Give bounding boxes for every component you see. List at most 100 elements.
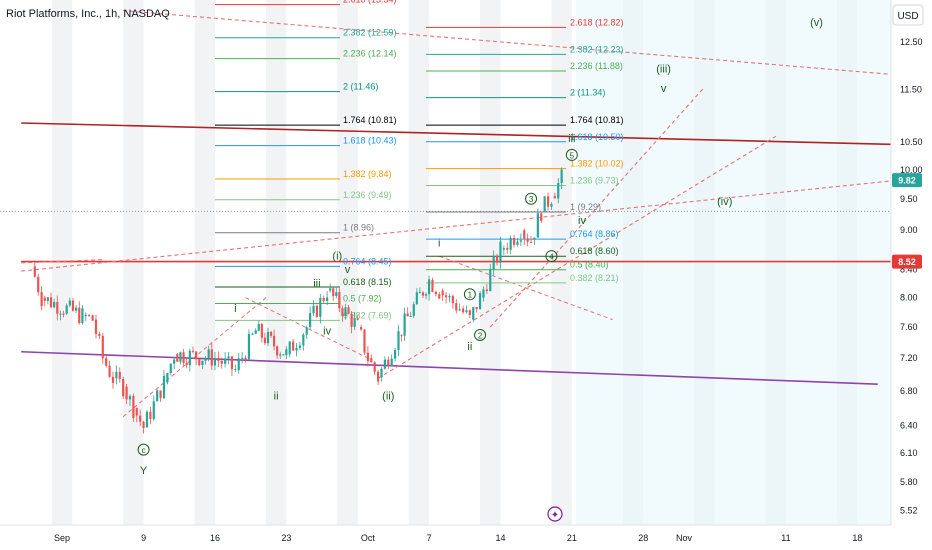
time-axis[interactable]: Sep 9 16 23 Oct 7 14 21 28 Nov 11 18 bbox=[0, 524, 932, 550]
y-tick-label: 8.40 bbox=[900, 265, 918, 275]
candle-body bbox=[434, 291, 437, 295]
candle-body bbox=[461, 308, 465, 313]
candle-body bbox=[98, 333, 101, 336]
candle-body bbox=[468, 310, 471, 316]
y-tick-label: 9.50 bbox=[900, 194, 918, 204]
wave-label[interactable]: iii bbox=[568, 133, 575, 145]
fib-level-label: 0.382 (8.21) bbox=[570, 273, 619, 283]
candle-body bbox=[302, 334, 305, 346]
candle-body bbox=[329, 288, 332, 291]
candle-body bbox=[319, 298, 322, 317]
candle-body bbox=[101, 335, 104, 359]
wave-label[interactable]: iv bbox=[578, 215, 586, 227]
candle-body bbox=[191, 350, 195, 352]
trendline-2[interactable] bbox=[21, 350, 878, 385]
candle-body bbox=[43, 297, 46, 301]
level-price-badge[interactable] bbox=[892, 254, 922, 269]
wave-label[interactable]: 3 bbox=[529, 195, 534, 204]
wave-label[interactable]: i bbox=[438, 237, 440, 249]
candle-body bbox=[88, 315, 91, 317]
candle-body bbox=[370, 358, 373, 363]
candle-body bbox=[149, 411, 152, 420]
candle-body bbox=[179, 352, 182, 362]
candle-body bbox=[412, 304, 415, 317]
trendlines bbox=[0, 10, 899, 418]
y-tick-label: 5.52 bbox=[900, 505, 918, 515]
y-tick-label: 12.50 bbox=[900, 37, 923, 47]
level-price-badge-text: 8.52 bbox=[898, 257, 916, 267]
candle-body bbox=[81, 308, 84, 323]
trendline-4[interactable] bbox=[123, 10, 899, 76]
trendline-5[interactable] bbox=[377, 135, 777, 379]
fib-level-label: 2.236 (12.14) bbox=[343, 49, 397, 59]
candle-body bbox=[431, 280, 434, 292]
candle-body bbox=[204, 358, 207, 361]
trendline-0[interactable] bbox=[21, 122, 899, 146]
price-axis[interactable]: 12.50 11.50 10.50 10.00 9.50 9.00 8.40 8.00 7.60… bbox=[890, 0, 932, 550]
wave-label[interactable]: (iii) bbox=[656, 63, 671, 75]
candle-body bbox=[295, 347, 298, 351]
candle-body bbox=[502, 248, 505, 250]
candle-body bbox=[132, 396, 135, 418]
channel-line[interactable] bbox=[439, 255, 613, 321]
fib-level-label: 1.618 (10.43) bbox=[343, 136, 397, 146]
fib-level-label: 0.618 (8.15) bbox=[343, 277, 392, 287]
wave-label[interactable]: iv bbox=[323, 326, 331, 338]
candle-body bbox=[142, 421, 145, 429]
fib-level-label: 2.382 (12.59) bbox=[343, 28, 397, 38]
candle-body bbox=[546, 196, 550, 207]
y-tick-label: 10.00 bbox=[900, 165, 923, 175]
wave-label[interactable]: (iv) bbox=[717, 196, 732, 208]
wave-label[interactable]: iii bbox=[313, 278, 320, 290]
wave-label[interactable]: 4 bbox=[549, 253, 554, 262]
last-price-badge[interactable] bbox=[892, 173, 922, 188]
wave-circle bbox=[525, 192, 538, 205]
candle-body bbox=[444, 295, 448, 298]
wave-label[interactable]: (ii) bbox=[382, 390, 394, 402]
wave-label[interactable]: ii bbox=[274, 390, 279, 402]
candle-body bbox=[247, 333, 251, 360]
candle-body bbox=[458, 309, 461, 311]
symbol-title[interactable]: Riot Platforms, Inc., 1h, NASDAQ bbox=[6, 8, 170, 20]
trendline-6[interactable] bbox=[489, 86, 705, 328]
wave-label[interactable]: (v) bbox=[810, 17, 823, 29]
candle-body bbox=[338, 292, 341, 309]
wave-label[interactable]: v bbox=[661, 83, 667, 95]
candle-body bbox=[251, 333, 254, 335]
candle-body bbox=[438, 294, 441, 299]
candle-body bbox=[279, 354, 282, 356]
wave-label[interactable]: 5 bbox=[570, 151, 575, 160]
candle-body bbox=[485, 289, 488, 291]
wave-circle bbox=[137, 443, 150, 456]
candle-body bbox=[529, 241, 533, 243]
candle-body bbox=[118, 371, 121, 379]
candle-body bbox=[169, 363, 172, 373]
channel-line[interactable] bbox=[245, 297, 369, 359]
wave-label[interactable]: c bbox=[142, 446, 146, 455]
fib-level-label: 1.236 (9.73) bbox=[570, 175, 619, 185]
channel-line[interactable] bbox=[122, 297, 267, 418]
wave-label[interactable]: (i) bbox=[332, 251, 342, 263]
plus-circle-icon[interactable] bbox=[547, 506, 563, 522]
wave-label[interactable]: v bbox=[345, 264, 351, 276]
currency-box[interactable] bbox=[892, 4, 924, 26]
wave-label[interactable]: 1 bbox=[468, 291, 473, 300]
candle-body bbox=[451, 296, 454, 304]
candle-body bbox=[227, 356, 230, 359]
candle-body bbox=[344, 307, 347, 317]
candle-body bbox=[272, 335, 276, 347]
fib-level-label: 0.764 (8.45) bbox=[343, 256, 392, 266]
event-marker[interactable]: ✦ bbox=[547, 506, 563, 522]
wave-label[interactable]: 2 bbox=[478, 332, 483, 341]
wave-label[interactable]: ii bbox=[467, 341, 472, 353]
candle-body bbox=[387, 359, 390, 366]
wave-label[interactable]: Y bbox=[140, 465, 148, 477]
y-tick-label: 10.50 bbox=[900, 137, 923, 147]
candle-body bbox=[475, 307, 478, 310]
candle-body bbox=[276, 346, 279, 356]
candle-body bbox=[195, 351, 198, 360]
wave-label[interactable]: i bbox=[234, 303, 236, 315]
candle-body bbox=[269, 331, 273, 336]
candle-body bbox=[182, 352, 185, 363]
